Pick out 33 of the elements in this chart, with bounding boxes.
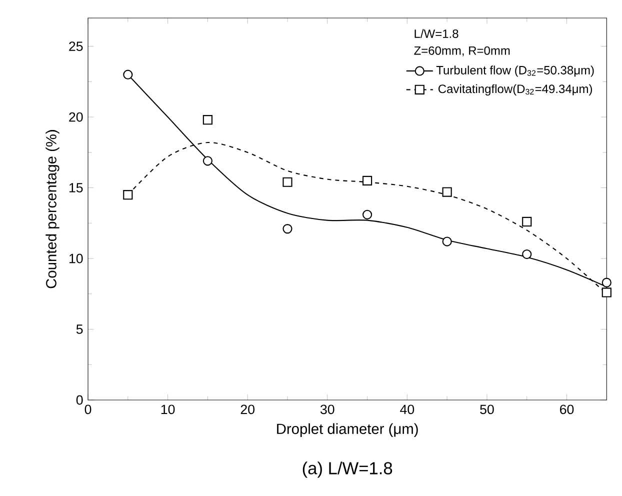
point xyxy=(362,176,372,186)
point xyxy=(522,249,532,260)
point xyxy=(282,224,292,234)
point xyxy=(123,70,133,80)
x-tick-label: 30 xyxy=(320,404,334,414)
x-axis-title: Droplet diameter (μm) xyxy=(277,423,418,437)
annotation: L/W=1.8 xyxy=(414,29,458,38)
point xyxy=(202,115,212,125)
point xyxy=(522,216,532,227)
y-tick-label: 5 xyxy=(76,324,83,334)
point xyxy=(202,156,212,166)
y-axis-title: Counted percentage (%) xyxy=(46,130,60,288)
x-tick-label: 20 xyxy=(240,404,254,414)
point xyxy=(442,187,452,197)
x-tick-label: 50 xyxy=(480,404,494,414)
x-tick-label: 10 xyxy=(161,404,175,414)
y-tick-label: 20 xyxy=(69,112,83,122)
x-tick-label: 40 xyxy=(400,404,414,414)
point xyxy=(123,190,133,200)
x-tick-label: 60 xyxy=(560,404,574,414)
y-tick-label: 15 xyxy=(69,183,83,192)
annotation: Z=60mm, R=0mm xyxy=(414,46,510,56)
y-tick-label: 10 xyxy=(69,254,83,264)
point xyxy=(442,236,452,246)
text: (a) L/W=1.8 xyxy=(302,462,392,478)
point xyxy=(602,288,612,298)
legend-label: Turbulent flow (D$_{32}$=50.38μm) xyxy=(436,66,594,77)
x-tick-label: 0 xyxy=(84,404,92,414)
legend-label: Cavitatingflow(D$_{32}$=49.34μm) xyxy=(438,84,592,96)
point xyxy=(362,210,372,220)
y-tick-label: 0 xyxy=(76,395,83,405)
point xyxy=(282,177,292,187)
y-tick-label: 25 xyxy=(69,42,83,52)
